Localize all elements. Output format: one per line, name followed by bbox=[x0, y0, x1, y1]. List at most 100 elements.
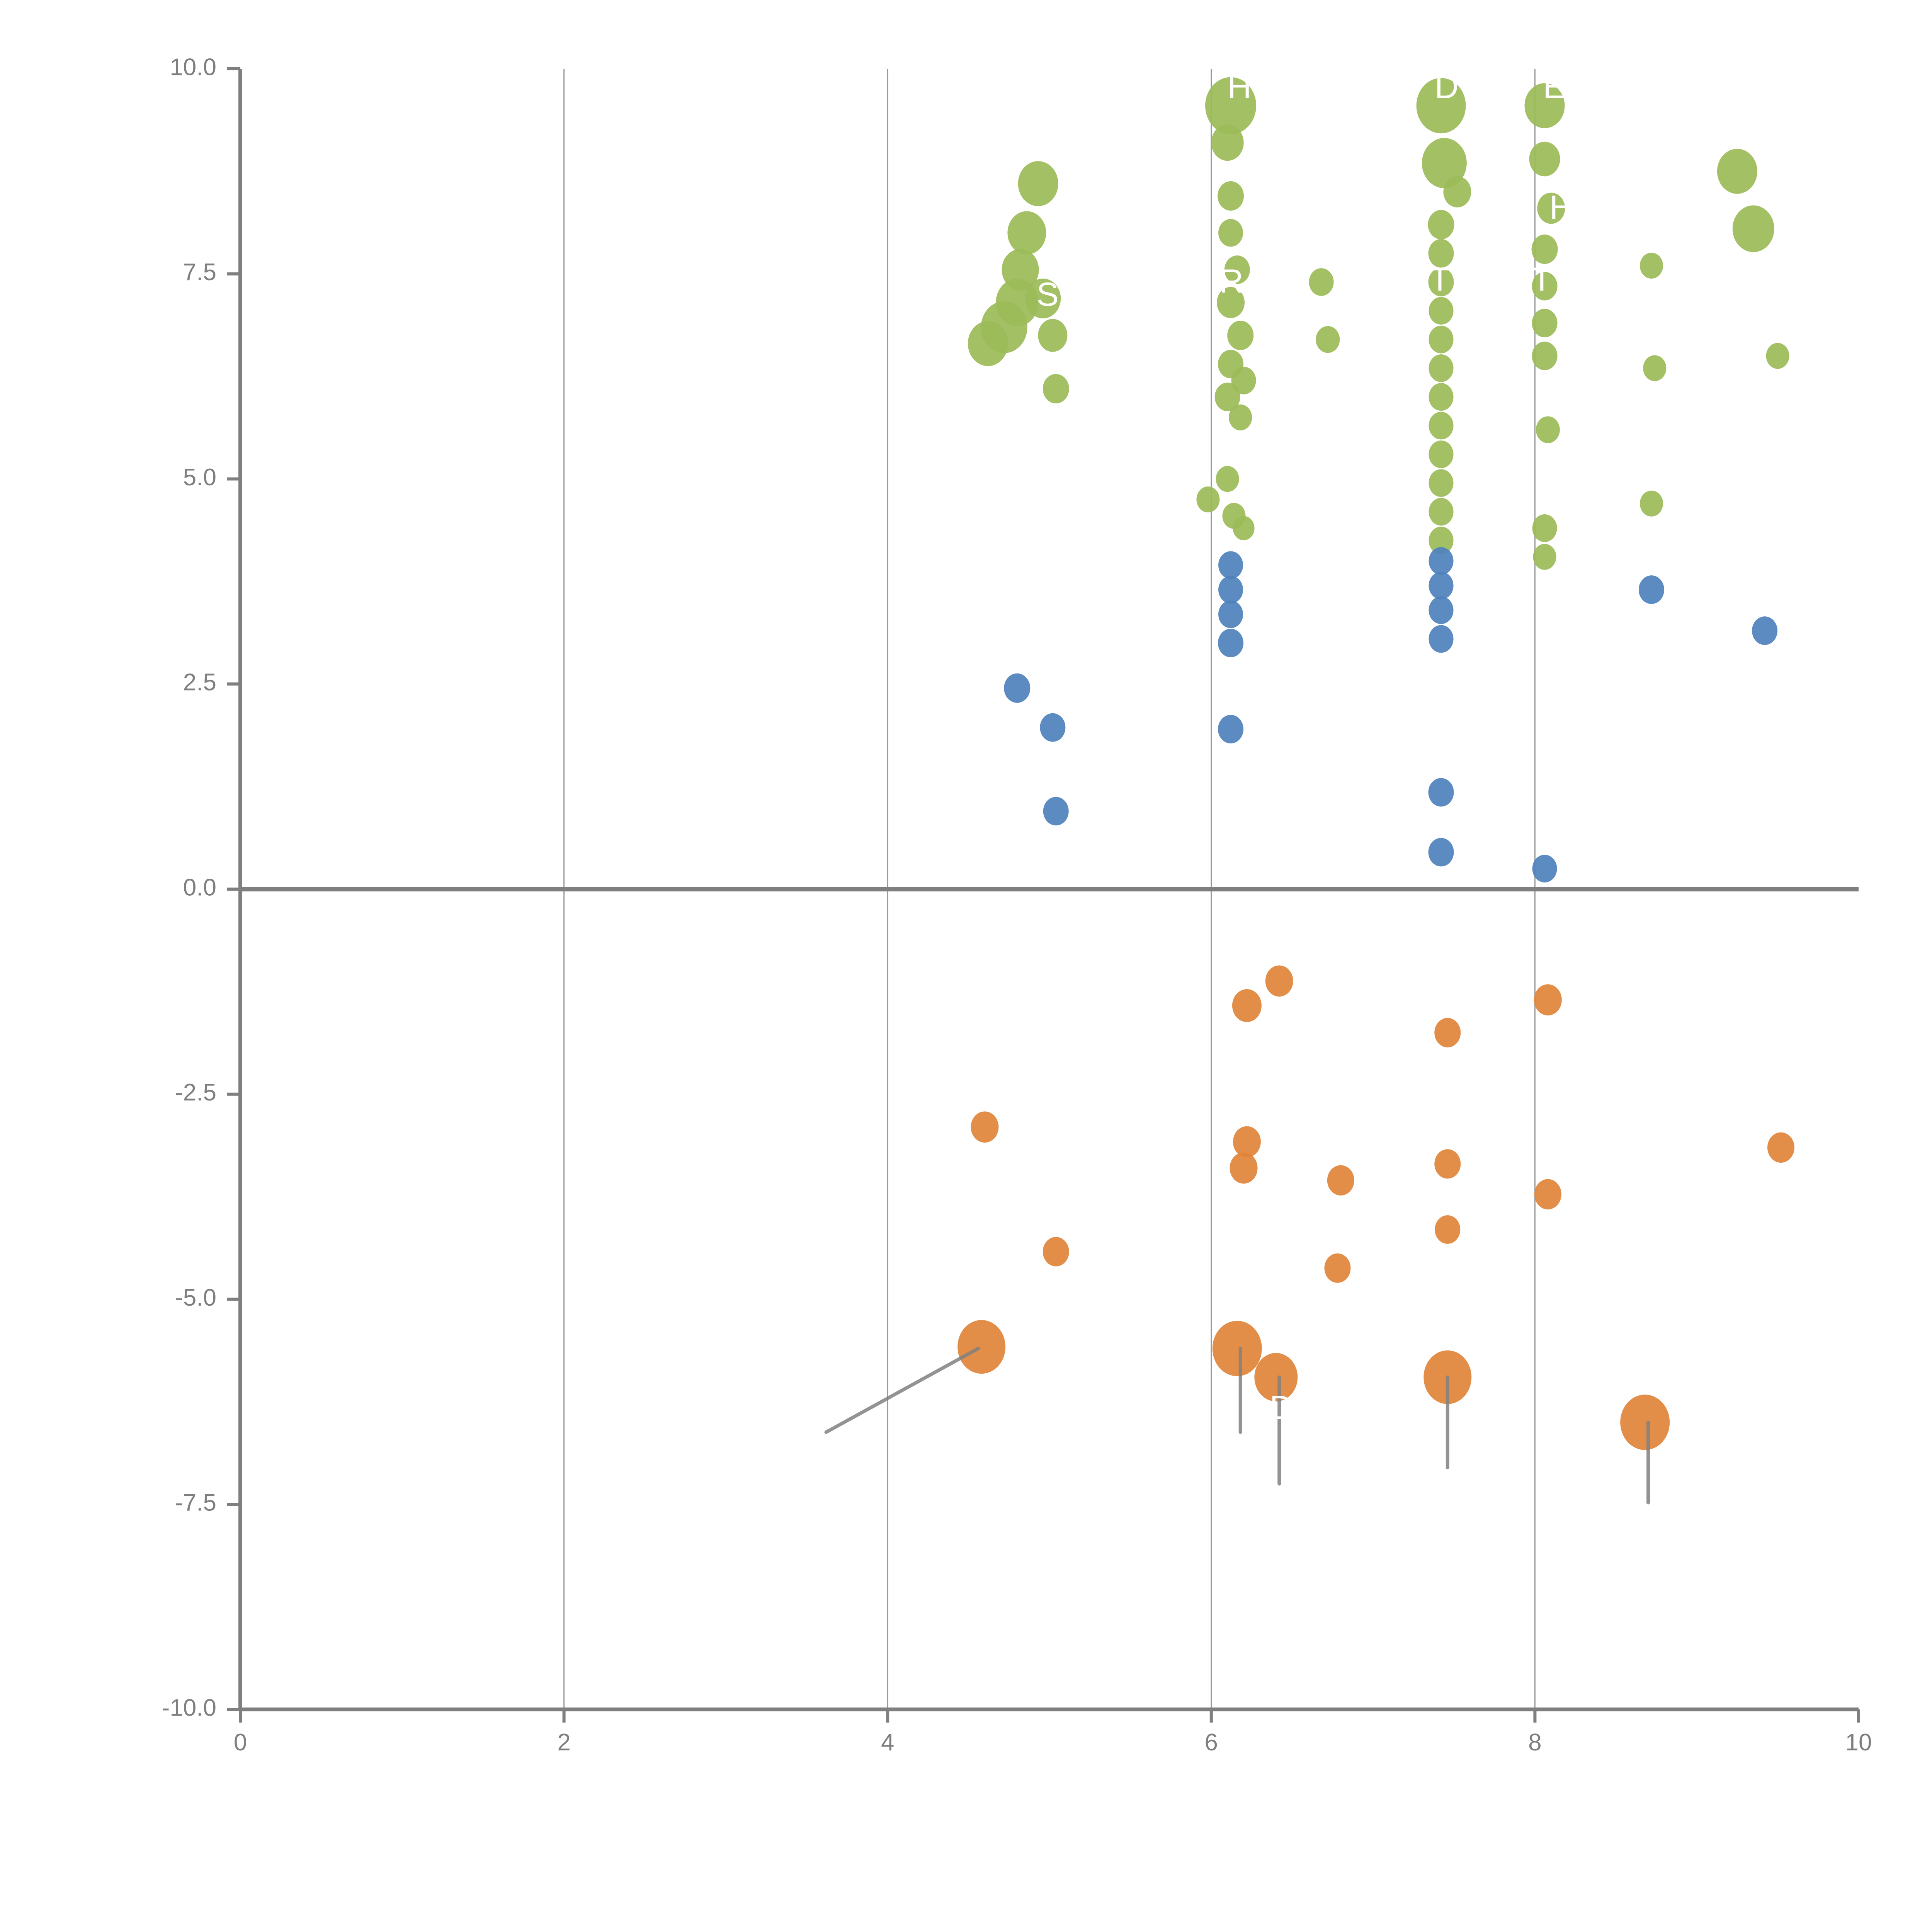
data-point[interactable] bbox=[1218, 600, 1243, 628]
data-point[interactable] bbox=[1639, 252, 1663, 279]
data-point[interactable] bbox=[957, 1320, 1006, 1374]
data-point[interactable] bbox=[1428, 210, 1454, 240]
data-point[interactable] bbox=[1533, 544, 1556, 570]
data-point[interactable] bbox=[1532, 309, 1558, 338]
data-point[interactable] bbox=[1639, 490, 1663, 517]
data-point[interactable] bbox=[1435, 1215, 1461, 1244]
data-point[interactable] bbox=[1218, 715, 1244, 743]
data-point[interactable] bbox=[1429, 526, 1454, 554]
data-point[interactable] bbox=[1231, 366, 1256, 395]
data-point[interactable] bbox=[1732, 205, 1774, 252]
data-point[interactable] bbox=[1429, 596, 1454, 624]
data-point[interactable] bbox=[1529, 141, 1560, 177]
data-point[interactable] bbox=[1429, 412, 1454, 440]
data-point[interactable] bbox=[1217, 287, 1245, 318]
data-point[interactable] bbox=[1532, 272, 1558, 301]
data-point[interactable] bbox=[971, 1111, 999, 1143]
data-point[interactable] bbox=[1429, 440, 1454, 468]
data-point[interactable] bbox=[1309, 268, 1334, 296]
data-point[interactable] bbox=[1218, 629, 1244, 658]
data-point[interactable] bbox=[1717, 149, 1757, 194]
point-label: T bbox=[1532, 261, 1552, 298]
data-point[interactable] bbox=[1532, 855, 1557, 883]
data-point[interactable] bbox=[1767, 1132, 1794, 1163]
data-point[interactable] bbox=[1429, 625, 1454, 653]
data-point[interactable] bbox=[1643, 355, 1667, 381]
data-point[interactable] bbox=[1428, 268, 1454, 296]
data-point[interactable] bbox=[1429, 498, 1454, 526]
data-point[interactable] bbox=[1534, 1179, 1561, 1209]
data-point[interactable] bbox=[1196, 486, 1220, 513]
data-point[interactable] bbox=[1422, 138, 1467, 189]
point-label: D bbox=[1435, 68, 1459, 105]
data-point[interactable] bbox=[1007, 211, 1046, 255]
data-point[interactable] bbox=[1230, 1152, 1258, 1184]
data-point[interactable] bbox=[1218, 551, 1243, 579]
data-point[interactable] bbox=[1324, 1253, 1351, 1283]
data-point[interactable] bbox=[1429, 469, 1454, 497]
y-tick-label: 2.5 bbox=[183, 669, 216, 696]
data-point[interactable] bbox=[1532, 342, 1558, 371]
data-point[interactable] bbox=[1025, 278, 1061, 318]
data-point[interactable] bbox=[1038, 319, 1068, 352]
data-point[interactable] bbox=[1229, 404, 1252, 430]
data-point[interactable] bbox=[1752, 616, 1778, 645]
data-point[interactable] bbox=[1429, 325, 1454, 354]
data-point[interactable] bbox=[968, 321, 1008, 366]
data-point[interactable] bbox=[1534, 984, 1562, 1015]
y-tick-label: 5.0 bbox=[183, 464, 216, 491]
data-point[interactable] bbox=[1218, 181, 1244, 211]
data-point[interactable] bbox=[1536, 416, 1560, 443]
data-point[interactable] bbox=[1216, 466, 1239, 492]
data-point[interactable] bbox=[1429, 571, 1454, 600]
data-point[interactable] bbox=[1429, 297, 1454, 325]
data-point[interactable] bbox=[1205, 77, 1257, 134]
data-point[interactable] bbox=[1214, 383, 1240, 412]
y-tick-label: -2.5 bbox=[175, 1079, 216, 1106]
leader-lines-layer bbox=[824, 1347, 1650, 1505]
data-point[interactable] bbox=[1416, 78, 1466, 134]
data-point[interactable] bbox=[1428, 838, 1454, 867]
data-point[interactable] bbox=[1040, 713, 1066, 742]
data-points-layer[interactable] bbox=[957, 77, 1794, 1450]
data-point[interactable] bbox=[1620, 1395, 1670, 1450]
x-tick-label: 2 bbox=[557, 1729, 570, 1756]
data-point[interactable] bbox=[1043, 1237, 1069, 1267]
data-point[interactable] bbox=[1043, 374, 1069, 404]
data-point[interactable] bbox=[1227, 320, 1254, 350]
data-point[interactable] bbox=[1429, 383, 1454, 411]
data-point[interactable] bbox=[1434, 1149, 1461, 1179]
data-point[interactable] bbox=[1218, 219, 1243, 247]
data-point[interactable] bbox=[1316, 326, 1340, 353]
data-point[interactable] bbox=[1018, 161, 1058, 206]
data-point[interactable] bbox=[1232, 989, 1262, 1022]
data-point[interactable] bbox=[1434, 1018, 1461, 1048]
data-point[interactable] bbox=[1218, 576, 1243, 604]
data-point[interactable] bbox=[1327, 1165, 1354, 1196]
tick-labels-layer: 10.0 7.5 5.0 2.5 0.0 -2.5 -5.0 -7.5 -10.0 0 2 4 6 8 10 bbox=[162, 54, 1872, 1756]
data-point[interactable] bbox=[1443, 176, 1471, 207]
data-point[interactable] bbox=[1004, 673, 1031, 703]
data-point[interactable] bbox=[1428, 778, 1454, 807]
data-point[interactable] bbox=[1532, 514, 1557, 542]
data-point[interactable] bbox=[1233, 516, 1255, 541]
data-point[interactable] bbox=[1638, 575, 1664, 604]
data-point[interactable] bbox=[1428, 239, 1454, 268]
data-point[interactable] bbox=[1212, 1321, 1262, 1376]
point-label: S bbox=[1036, 276, 1058, 313]
data-point[interactable] bbox=[1254, 1353, 1298, 1401]
data-point[interactable] bbox=[1537, 192, 1565, 224]
data-point[interactable] bbox=[1233, 1126, 1261, 1158]
point-label: EC bbox=[1543, 68, 1589, 105]
data-point[interactable] bbox=[1265, 965, 1293, 997]
data-point[interactable] bbox=[1429, 547, 1454, 575]
data-point[interactable] bbox=[1531, 234, 1558, 264]
data-point[interactable] bbox=[1429, 354, 1454, 382]
data-point[interactable] bbox=[1524, 83, 1565, 128]
data-point[interactable] bbox=[1224, 255, 1250, 284]
data-point[interactable] bbox=[1766, 343, 1789, 369]
data-point[interactable] bbox=[1043, 797, 1069, 826]
data-point[interactable] bbox=[1211, 124, 1244, 161]
